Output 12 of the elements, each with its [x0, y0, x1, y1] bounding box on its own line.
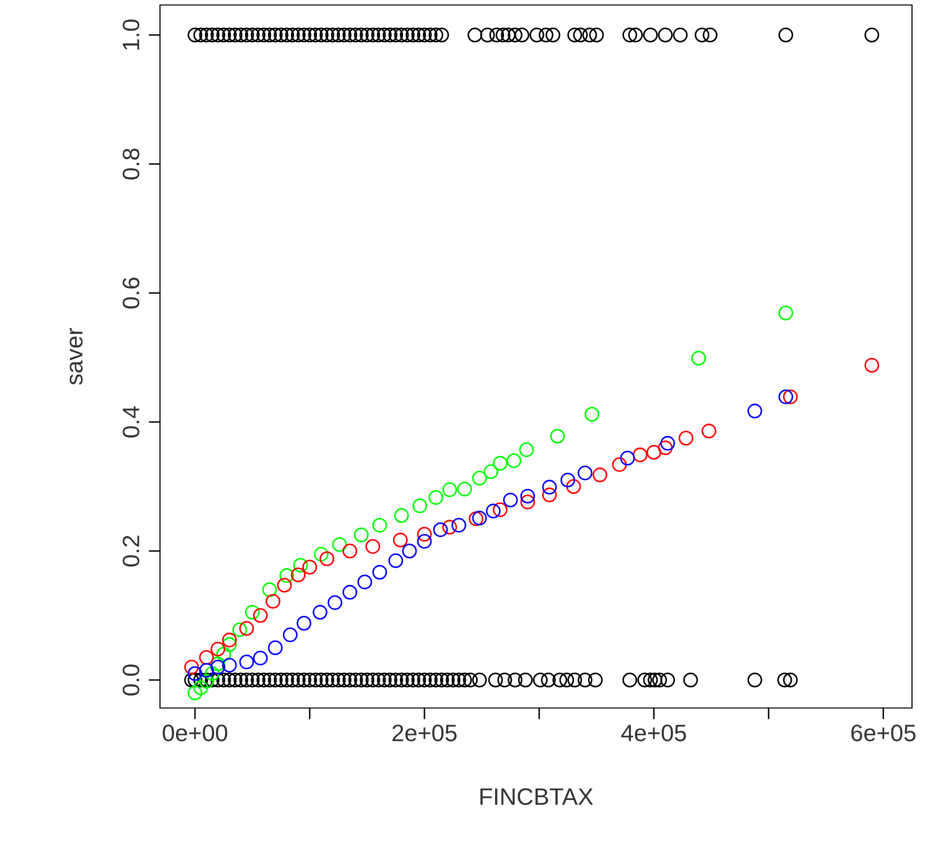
y-axis-title: saver — [70, 328, 83, 385]
x-tick-label: 2e+05 — [392, 724, 457, 742]
x-tick-label: 4e+05 — [621, 724, 686, 742]
y-tick-label: 0.2 — [122, 536, 140, 566]
y-tick-label: 0.0 — [122, 664, 140, 696]
y-tick-label: 0.4 — [122, 406, 140, 438]
x-axis-title: FINCBTAX — [480, 788, 594, 805]
x-tick-label: 0e+00 — [162, 724, 228, 742]
y-tick-label: 0.8 — [122, 148, 140, 180]
x-tick-label: 6e+05 — [851, 724, 916, 742]
y-tick-label: 1.0 — [122, 20, 140, 50]
y-tick-label: 0.6 — [122, 278, 140, 308]
